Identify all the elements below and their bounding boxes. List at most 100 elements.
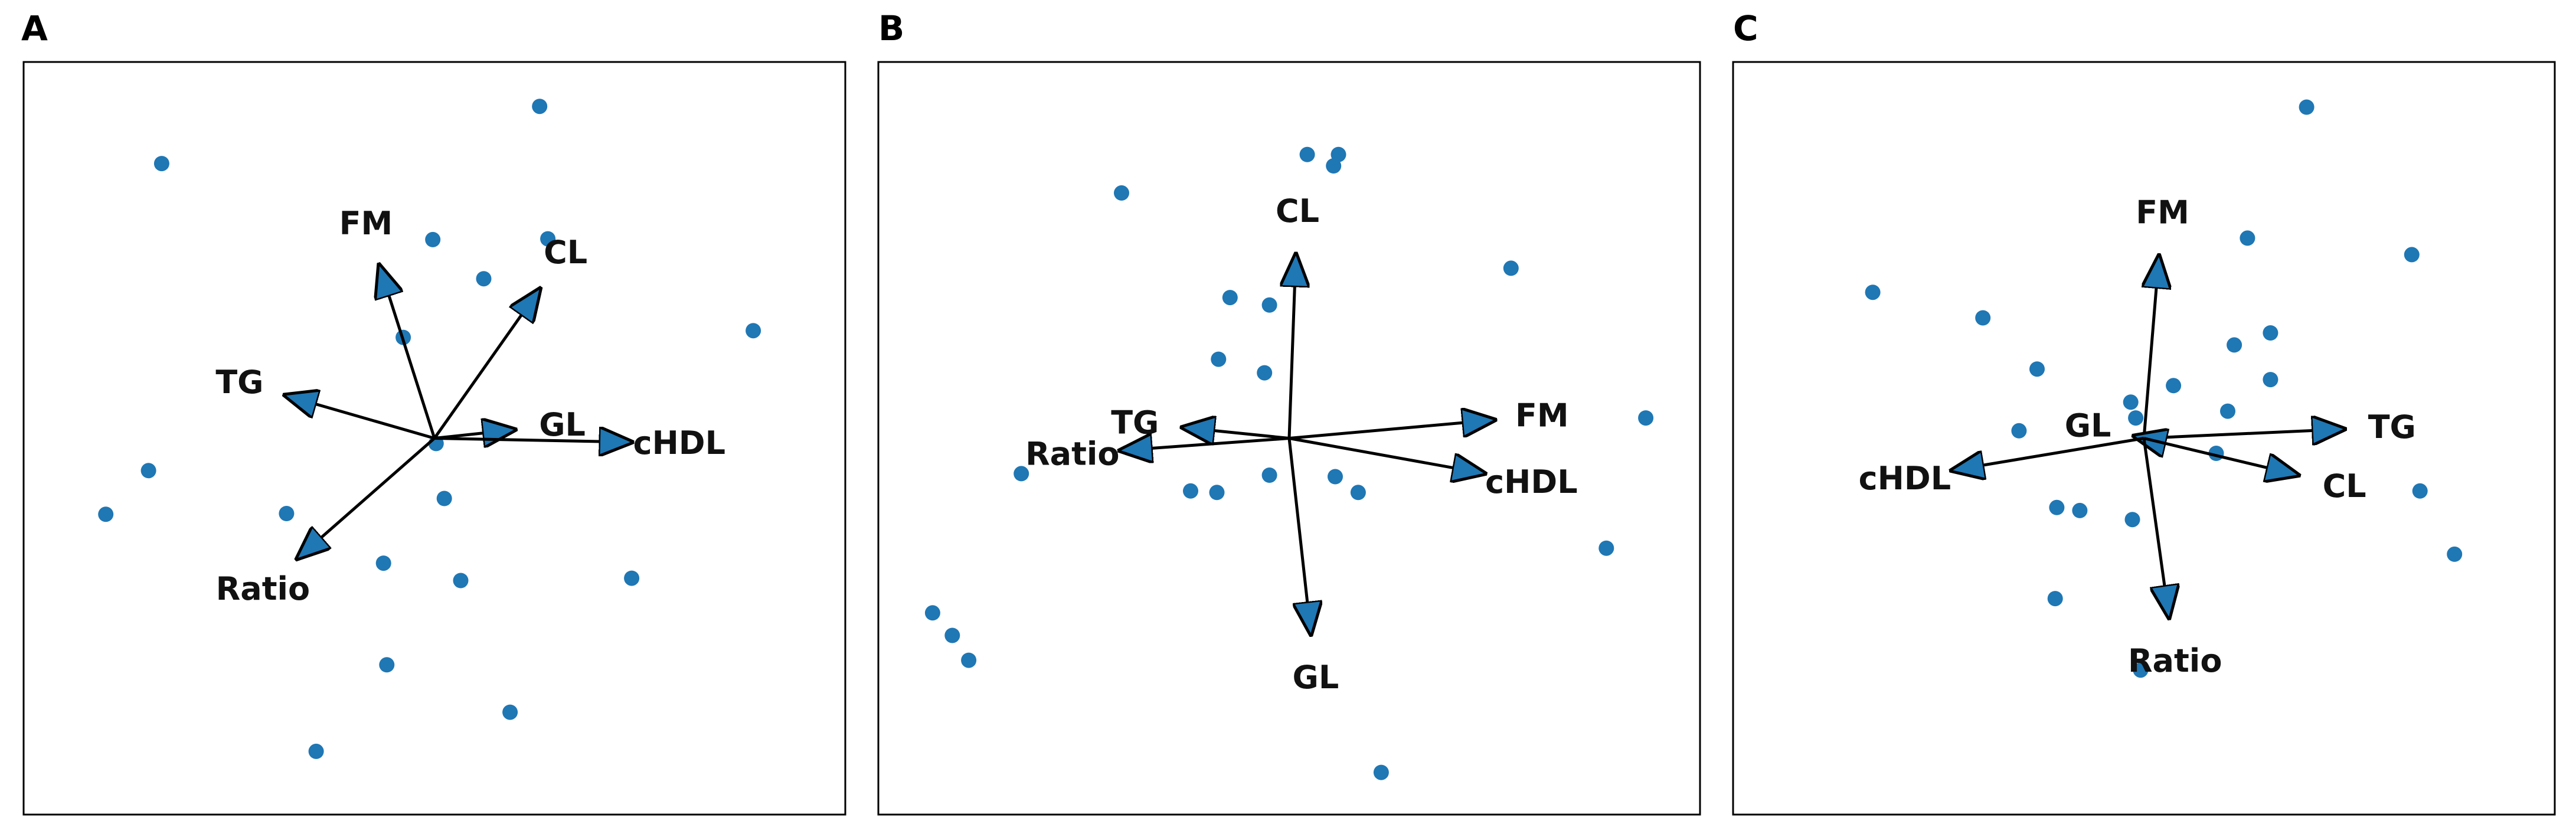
- vector-fm-arrow: [2144, 259, 2159, 439]
- axes-frame: [1732, 61, 2556, 816]
- data-point: [1326, 158, 1342, 174]
- vector-tg-arrow: [288, 396, 435, 440]
- data-point: [1328, 469, 1343, 485]
- data-point: [308, 743, 324, 759]
- vector-label-chdl: cHDL: [1485, 463, 1577, 501]
- panel-letter: B: [878, 8, 904, 48]
- panel-c: C FM TG GL cHDL CL Ratio: [1732, 8, 2556, 816]
- data-point: [2049, 499, 2065, 515]
- data-point: [2124, 512, 2140, 528]
- panel-letter: A: [21, 8, 48, 48]
- vector-tg-arrow: [2143, 429, 2341, 438]
- data-point: [1114, 185, 1129, 201]
- data-point: [746, 323, 761, 339]
- data-point: [2412, 483, 2428, 499]
- data-point: [924, 605, 940, 621]
- vector-ratio-arrow: [2142, 438, 2169, 614]
- vector-gl-arrow: [434, 430, 512, 438]
- data-point: [532, 99, 548, 115]
- vector-fm-arrow: [1289, 420, 1491, 440]
- data-point: [2072, 502, 2088, 518]
- data-point: [279, 506, 295, 521]
- data-point: [1014, 466, 1029, 482]
- vector-chdl-arrow: [1955, 437, 2145, 470]
- scatter-points: [98, 99, 761, 759]
- vector-label-gl: GL: [539, 406, 586, 443]
- data-point: [476, 271, 492, 287]
- data-point: [1503, 260, 1519, 276]
- loading-vectors: FM CL TG GL cHDL Ratio: [215, 205, 725, 607]
- data-point: [153, 156, 169, 172]
- data-point: [2123, 394, 2139, 410]
- data-point: [436, 491, 452, 506]
- data-point: [1261, 297, 1277, 313]
- data-point: [540, 231, 556, 247]
- data-point: [2220, 403, 2235, 419]
- data-point: [425, 231, 441, 247]
- vector-label-cl: CL: [1276, 192, 1319, 230]
- data-point: [1975, 310, 1991, 326]
- vector-label-gl: GL: [2065, 407, 2111, 444]
- axes-frame: [22, 61, 846, 816]
- panel-a: A FM CL TG GL cHDL Ratio: [21, 8, 846, 816]
- loading-vectors: FM TG GL cHDL CL Ratio: [1859, 194, 2416, 679]
- data-point: [140, 463, 156, 479]
- vector-label-ratio: Ratio: [216, 570, 310, 607]
- data-point: [502, 704, 518, 720]
- data-point: [1598, 540, 1614, 556]
- vector-tg-arrow: [1186, 428, 1290, 439]
- axes-frame: [877, 61, 1701, 816]
- data-point: [1373, 764, 1389, 780]
- data-point: [624, 570, 640, 586]
- vector-label-tg: TG: [215, 364, 263, 401]
- scatter-points: [1865, 99, 2463, 678]
- data-point: [944, 627, 960, 643]
- data-point: [2166, 378, 2182, 394]
- vector-ratio-arrow: [1123, 439, 1290, 450]
- data-point: [1261, 467, 1277, 483]
- vector-label-cl: CL: [544, 234, 587, 271]
- data-point: [1183, 483, 1198, 499]
- data-point: [1209, 485, 1225, 501]
- data-point: [2133, 662, 2149, 678]
- vector-fm-arrow: [380, 268, 436, 439]
- data-point: [961, 652, 977, 668]
- data-point: [2011, 423, 2027, 439]
- vector-label-chdl: cHDL: [1859, 460, 1951, 497]
- vector-label-cl: CL: [2323, 467, 2366, 505]
- data-point: [453, 573, 469, 588]
- data-point: [2263, 325, 2278, 341]
- scatter-points: [924, 146, 1654, 780]
- data-point: [2299, 99, 2315, 115]
- data-point: [1638, 410, 1654, 426]
- vector-ratio-arrow: [300, 437, 436, 557]
- vector-label-chdl: cHDL: [633, 424, 725, 462]
- vector-label-ratio: Ratio: [1025, 436, 1119, 473]
- data-point: [98, 506, 114, 522]
- data-point: [1257, 365, 1273, 381]
- data-point: [2227, 337, 2242, 353]
- data-point: [2404, 247, 2420, 263]
- vector-cl-arrow: [2143, 437, 2295, 475]
- vector-label-gl: GL: [1293, 659, 1339, 696]
- vector-label-tg: TG: [2368, 408, 2416, 446]
- data-point: [1211, 351, 1227, 367]
- data-point: [1299, 146, 1315, 162]
- data-point: [2128, 410, 2144, 426]
- vector-label-fm: FM: [1515, 397, 1569, 434]
- data-point: [379, 657, 395, 673]
- data-point: [2029, 361, 2045, 377]
- data-point: [2447, 546, 2463, 562]
- data-point: [1350, 485, 1366, 501]
- panel-letter: C: [1733, 8, 1758, 48]
- vector-chdl-arrow: [434, 439, 629, 442]
- vector-cl-arrow: [433, 292, 538, 439]
- vector-label-fm: FM: [2136, 194, 2189, 231]
- data-point: [375, 555, 391, 571]
- vector-label-fm: FM: [339, 205, 393, 242]
- vector-cl-arrow: [1289, 258, 1296, 439]
- data-point: [1865, 285, 1881, 300]
- data-point: [2047, 591, 2063, 607]
